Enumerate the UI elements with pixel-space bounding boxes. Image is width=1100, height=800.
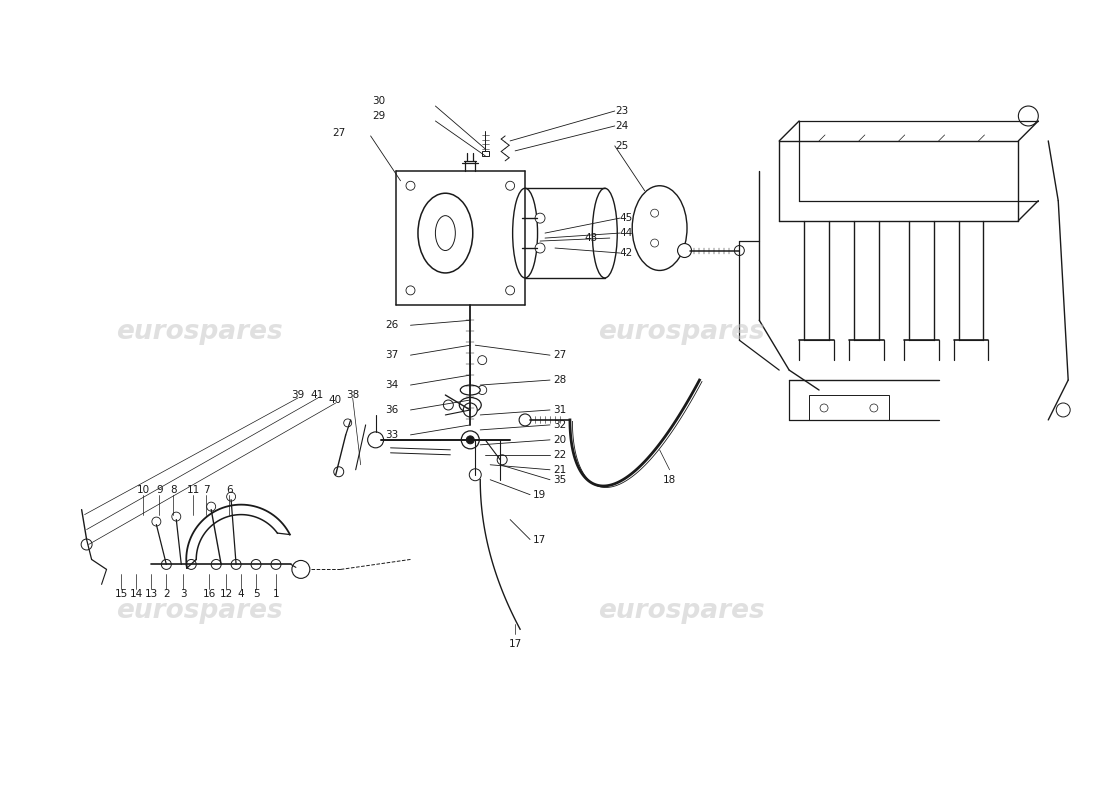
Circle shape — [497, 455, 507, 465]
Circle shape — [231, 559, 241, 570]
Circle shape — [1056, 403, 1070, 417]
Text: 11: 11 — [187, 485, 200, 494]
Text: 17: 17 — [508, 639, 521, 649]
Ellipse shape — [632, 186, 688, 270]
Text: eurospares: eurospares — [116, 598, 283, 624]
Circle shape — [172, 512, 180, 521]
Ellipse shape — [436, 216, 455, 250]
Circle shape — [466, 436, 474, 444]
Text: 31: 31 — [553, 405, 566, 415]
Circle shape — [162, 559, 172, 570]
Text: 8: 8 — [170, 485, 177, 494]
Text: 26: 26 — [386, 320, 399, 330]
Text: 27: 27 — [553, 350, 566, 360]
Text: 4: 4 — [238, 590, 244, 599]
Text: 21: 21 — [553, 465, 566, 474]
Text: 18: 18 — [663, 474, 676, 485]
Text: 29: 29 — [372, 111, 386, 121]
Circle shape — [821, 404, 828, 412]
Text: 35: 35 — [553, 474, 566, 485]
Text: 15: 15 — [114, 590, 128, 599]
Text: 10: 10 — [136, 485, 150, 494]
Circle shape — [735, 246, 745, 255]
Text: 43: 43 — [585, 233, 598, 243]
Text: 32: 32 — [553, 420, 566, 430]
Circle shape — [406, 182, 415, 190]
Text: 20: 20 — [553, 435, 566, 445]
Text: 37: 37 — [386, 350, 399, 360]
Ellipse shape — [460, 398, 481, 413]
Circle shape — [406, 286, 415, 295]
Circle shape — [152, 517, 161, 526]
Text: 24: 24 — [615, 121, 628, 131]
Text: 25: 25 — [615, 141, 628, 151]
Text: 42: 42 — [619, 248, 632, 258]
Text: 14: 14 — [130, 590, 143, 599]
Circle shape — [251, 559, 261, 570]
Text: 13: 13 — [145, 590, 158, 599]
Text: 27: 27 — [332, 128, 345, 138]
Text: 3: 3 — [180, 590, 187, 599]
Circle shape — [477, 356, 486, 365]
Circle shape — [461, 431, 480, 449]
Circle shape — [1019, 106, 1038, 126]
Circle shape — [506, 182, 515, 190]
Text: 6: 6 — [226, 485, 232, 494]
Text: 36: 36 — [386, 405, 399, 415]
Circle shape — [650, 239, 659, 247]
Text: 41: 41 — [311, 390, 324, 400]
Text: eurospares: eurospares — [598, 319, 764, 346]
Circle shape — [650, 209, 659, 217]
Text: 17: 17 — [534, 534, 547, 545]
Ellipse shape — [593, 188, 617, 278]
Text: eurospares: eurospares — [116, 319, 283, 346]
Circle shape — [519, 414, 531, 426]
Circle shape — [81, 539, 92, 550]
Text: 1: 1 — [273, 590, 279, 599]
Text: eurospares: eurospares — [598, 598, 764, 624]
Circle shape — [207, 502, 216, 511]
Text: 28: 28 — [553, 375, 566, 385]
Circle shape — [470, 469, 481, 481]
Text: 45: 45 — [619, 213, 632, 223]
Text: 2: 2 — [163, 590, 169, 599]
Text: 44: 44 — [619, 228, 632, 238]
Text: 12: 12 — [220, 590, 233, 599]
Text: 40: 40 — [329, 395, 342, 405]
Circle shape — [333, 466, 343, 477]
Circle shape — [477, 386, 486, 394]
Text: 7: 7 — [202, 485, 209, 494]
Ellipse shape — [460, 385, 481, 395]
Circle shape — [186, 559, 196, 570]
Text: 33: 33 — [386, 430, 399, 440]
Circle shape — [211, 559, 221, 570]
Circle shape — [443, 400, 453, 410]
Text: 39: 39 — [290, 390, 305, 400]
Circle shape — [870, 404, 878, 412]
Text: 19: 19 — [534, 490, 547, 500]
Text: 30: 30 — [373, 96, 386, 106]
Circle shape — [463, 403, 477, 417]
Circle shape — [678, 243, 692, 258]
Circle shape — [535, 243, 544, 253]
Text: 9: 9 — [156, 485, 163, 494]
Circle shape — [535, 213, 544, 223]
Circle shape — [292, 561, 310, 578]
Circle shape — [343, 419, 352, 427]
Circle shape — [227, 492, 235, 501]
Circle shape — [367, 432, 384, 448]
Circle shape — [506, 286, 515, 295]
Bar — [810, 395, 889, 420]
Text: 23: 23 — [615, 106, 628, 116]
Text: 16: 16 — [202, 590, 216, 599]
Text: 22: 22 — [553, 450, 566, 460]
Ellipse shape — [513, 188, 538, 278]
Bar — [482, 151, 488, 156]
Circle shape — [271, 559, 281, 570]
Text: 5: 5 — [253, 590, 260, 599]
Ellipse shape — [418, 194, 473, 273]
Text: 38: 38 — [345, 390, 359, 400]
Text: 34: 34 — [386, 380, 399, 390]
